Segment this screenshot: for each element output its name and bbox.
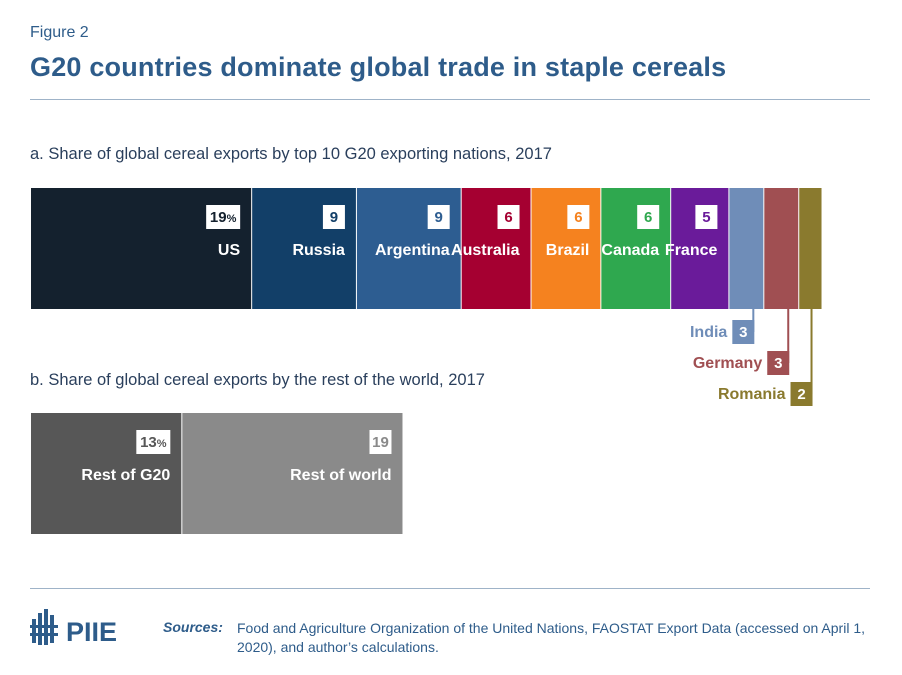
bar-india-data-label: 3 (739, 324, 747, 341)
bar-us-badge (206, 205, 241, 229)
bar-rest-of-world-name: Rest of world (290, 467, 391, 484)
logo-text: PIIE (66, 617, 117, 647)
bar-argentina-data-label: 9 (435, 209, 443, 226)
piie-logo-icon: PIIE (30, 609, 117, 647)
bar-us-data-label: 19% (210, 209, 237, 226)
bar-romania-name: Romania (718, 386, 786, 403)
chart-a-title: a. Share of global cereal exports by top… (30, 145, 552, 163)
bar-russia-name: Russia (292, 242, 345, 259)
bar-brazil-badge (567, 205, 590, 229)
bar-argentina-name: Argentina (375, 242, 450, 259)
bar-us-name: US (218, 242, 241, 259)
bar-rest-of-world-data-label: 19 (372, 434, 389, 451)
bar-australia-data-label: 6 (504, 209, 512, 226)
bar-france-badge (695, 205, 718, 229)
bar-romania-data-label: 2 (797, 386, 805, 403)
bar-canada-name: Canada (601, 242, 659, 259)
sources-text: Food and Agriculture Organization of the… (237, 620, 865, 655)
footer-divider (30, 588, 870, 589)
chart-b-title: b. Share of global cereal exports by the… (30, 371, 485, 389)
page-title: G20 countries dominate global trade in s… (30, 52, 727, 82)
bar-russia-badge (322, 205, 345, 229)
bar-france-name: France (665, 242, 718, 259)
bar-rest-of-g20-name: Rest of G20 (81, 467, 170, 484)
bar-canada-data-label: 6 (644, 209, 652, 226)
header-divider (30, 99, 870, 100)
bar-argentina-badge (427, 205, 450, 229)
bar-russia-data-label: 9 (330, 209, 338, 226)
bar-rest-of-g20-data-label: 13% (140, 434, 167, 451)
bar-germany-badge (767, 351, 790, 375)
bar-rest-of-world-badge (369, 430, 392, 454)
bar-romania (799, 188, 822, 309)
bar-romania-badge (790, 382, 813, 406)
bar-india (729, 188, 764, 309)
bar-australia-badge (497, 205, 520, 229)
bar-india-badge (732, 320, 755, 344)
bar-brazil-name: Brazil (546, 242, 590, 259)
sources-label: Sources: (163, 619, 223, 635)
bar-germany-data-label: 3 (774, 355, 782, 372)
bar-australia-name: Australia (451, 242, 520, 259)
bar-germany-name: Germany (693, 355, 762, 372)
bar-rest-of-world (182, 413, 403, 534)
bar-france-data-label: 5 (702, 209, 710, 226)
bar-canada-badge (637, 205, 660, 229)
bar-rest-of-g20-badge (136, 430, 171, 454)
bar-india-name: India (690, 324, 727, 341)
piie-logo: PIIE (30, 605, 130, 654)
figure-label: Figure 2 (30, 24, 89, 41)
bar-brazil-data-label: 6 (574, 209, 582, 226)
bar-germany (764, 188, 799, 309)
